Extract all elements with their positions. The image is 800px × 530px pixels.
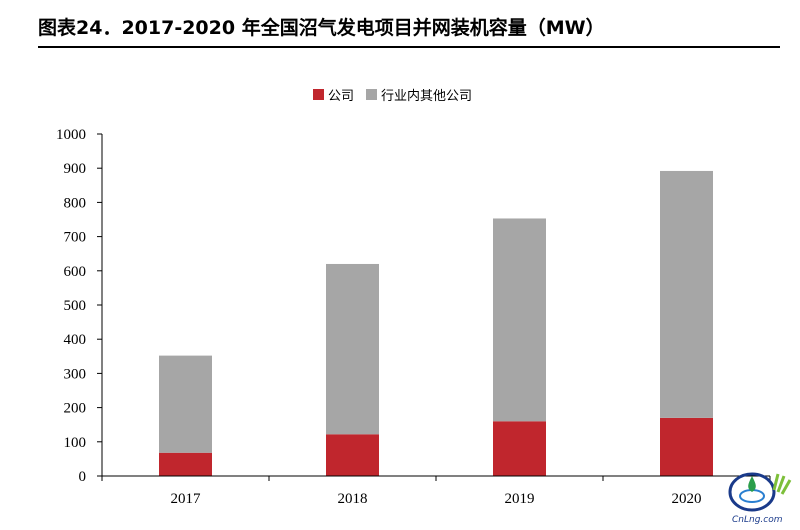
y-tick-label-600: 600 — [64, 264, 87, 280]
y-tick-label-100: 100 — [64, 435, 87, 451]
chart-legend: 公司 行业内其他公司 — [313, 85, 484, 104]
legend-swatch-others — [366, 89, 378, 100]
x-tick-label-2019: 2019 — [505, 491, 535, 507]
title-divider — [38, 46, 780, 48]
bars-group — [159, 170, 713, 476]
legend-item-company: 公司 — [313, 85, 354, 104]
bar-company-2020 — [660, 417, 713, 476]
y-tick-label-1000: 1000 — [56, 127, 86, 143]
y-tick-label-500: 500 — [64, 298, 87, 314]
page-title: 图表24．2017-2020 年全国沼气发电项目并网装机容量（MW） — [38, 17, 605, 39]
y-tick-label-0: 0 — [79, 469, 87, 485]
x-tick-label-2017: 2017 — [171, 491, 202, 507]
bar-company-2019 — [493, 421, 546, 476]
legend-label-others: 行业内其他公司 — [381, 89, 473, 104]
x-tick-label-2018: 2018 — [338, 491, 368, 507]
y-tick-label-400: 400 — [64, 332, 87, 348]
y-tick-label-800: 800 — [64, 195, 87, 211]
y-tick-label-300: 300 — [64, 366, 87, 382]
legend-label-company: 公司 — [328, 89, 355, 104]
y-tick-label-900: 900 — [64, 161, 87, 177]
y-tick-label-200: 200 — [64, 401, 87, 417]
bar-company-2017 — [159, 452, 212, 476]
logo-text: CnLng.com — [732, 515, 783, 525]
bar-others-2017 — [159, 355, 212, 453]
bar-others-2018 — [326, 263, 379, 435]
x-tick-label-2020: 2020 — [672, 491, 702, 507]
y-tick-label-700: 700 — [64, 230, 87, 246]
bar-company-2018 — [326, 434, 379, 476]
water-drop-logo-icon: CnLng.com — [728, 472, 792, 525]
legend-swatch-company — [313, 89, 324, 100]
bar-others-2020 — [660, 170, 713, 418]
legend-item-others: 行业内其他公司 — [366, 85, 472, 104]
axes-group: 2017 2018 2019 2020 0 100 200 300 400 500 600 700 80… — [56, 127, 771, 507]
bar-others-2019 — [493, 218, 546, 422]
